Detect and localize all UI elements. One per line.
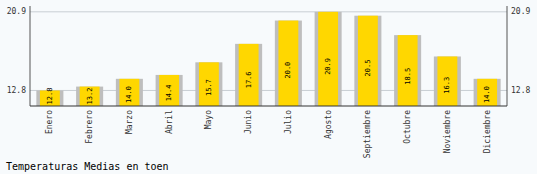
bars xyxy=(36,12,500,106)
bar-outline xyxy=(394,35,421,106)
chart-container: 12.8 12.8 20.9 20.9 12.8 13.2 14.0 14.4 15.7 17.6… xyxy=(0,0,537,174)
bar xyxy=(119,79,139,106)
bar xyxy=(477,79,497,106)
data-label: 16.3 xyxy=(443,77,451,94)
data-label: 20.5 xyxy=(364,60,372,77)
bar xyxy=(358,16,378,106)
x-tick-label: Julio xyxy=(284,110,293,134)
bar-outline xyxy=(474,79,501,106)
bar xyxy=(159,75,179,106)
data-label: 17.6 xyxy=(245,71,253,88)
bar-outline xyxy=(434,56,461,106)
data-label: 18.5 xyxy=(404,68,412,85)
x-tick-label: Febrero xyxy=(85,110,94,144)
data-label: 13.2 xyxy=(86,88,94,105)
bar-outline xyxy=(195,62,222,106)
x-tick-label: Noviembre xyxy=(443,110,452,154)
x-tick-label: Diciembre xyxy=(483,110,492,154)
y2-tick-label: 12.8 xyxy=(511,86,530,95)
data-label: 20.0 xyxy=(284,62,292,79)
x-tick-label: Abril xyxy=(165,110,174,134)
y2-tick-label: 20.9 xyxy=(511,7,530,16)
data-label: 20.9 xyxy=(324,58,332,75)
bar xyxy=(318,12,338,106)
x-axis-line xyxy=(30,106,507,107)
data-label: 12.8 xyxy=(46,88,54,105)
x-tick-label: Agosto xyxy=(324,110,333,139)
chart: 12.8 12.8 20.9 20.9 12.8 13.2 14.0 14.4 15.7 17.6… xyxy=(0,0,537,174)
bar xyxy=(437,56,457,106)
bar xyxy=(398,35,418,106)
y2-axis-line xyxy=(507,6,508,106)
bar-outline xyxy=(156,75,183,106)
grid-line xyxy=(30,11,507,12)
data-label: 14.0 xyxy=(483,86,491,103)
bar-outline xyxy=(275,21,302,106)
x-tick-label: Junio xyxy=(244,110,253,134)
x-tick-label: Mayo xyxy=(204,110,213,129)
y-tick-label: 12.8 xyxy=(7,86,26,95)
bar xyxy=(278,21,298,106)
x-tick-label: Octubre xyxy=(403,110,412,144)
title: Temperaturas Medias en toen xyxy=(6,161,169,172)
data-label: 14.0 xyxy=(125,86,133,103)
x-tick-label: Marzo xyxy=(125,110,134,134)
background xyxy=(0,0,537,174)
bar-outline xyxy=(235,44,262,106)
bar xyxy=(80,87,100,106)
bar-outline xyxy=(354,16,381,106)
x-tick-label: Septiembre xyxy=(363,110,372,158)
y-tick-label: 20.9 xyxy=(7,7,26,16)
data-label: 14.4 xyxy=(165,85,173,102)
x-tick-label: Enero xyxy=(45,110,54,134)
bar xyxy=(239,44,259,106)
data-label: 15.7 xyxy=(205,79,213,96)
bar-outline xyxy=(76,87,103,106)
y-axis-line xyxy=(30,6,31,106)
bar xyxy=(199,62,219,106)
bar-outline xyxy=(116,79,143,106)
bar-outline xyxy=(315,12,342,106)
